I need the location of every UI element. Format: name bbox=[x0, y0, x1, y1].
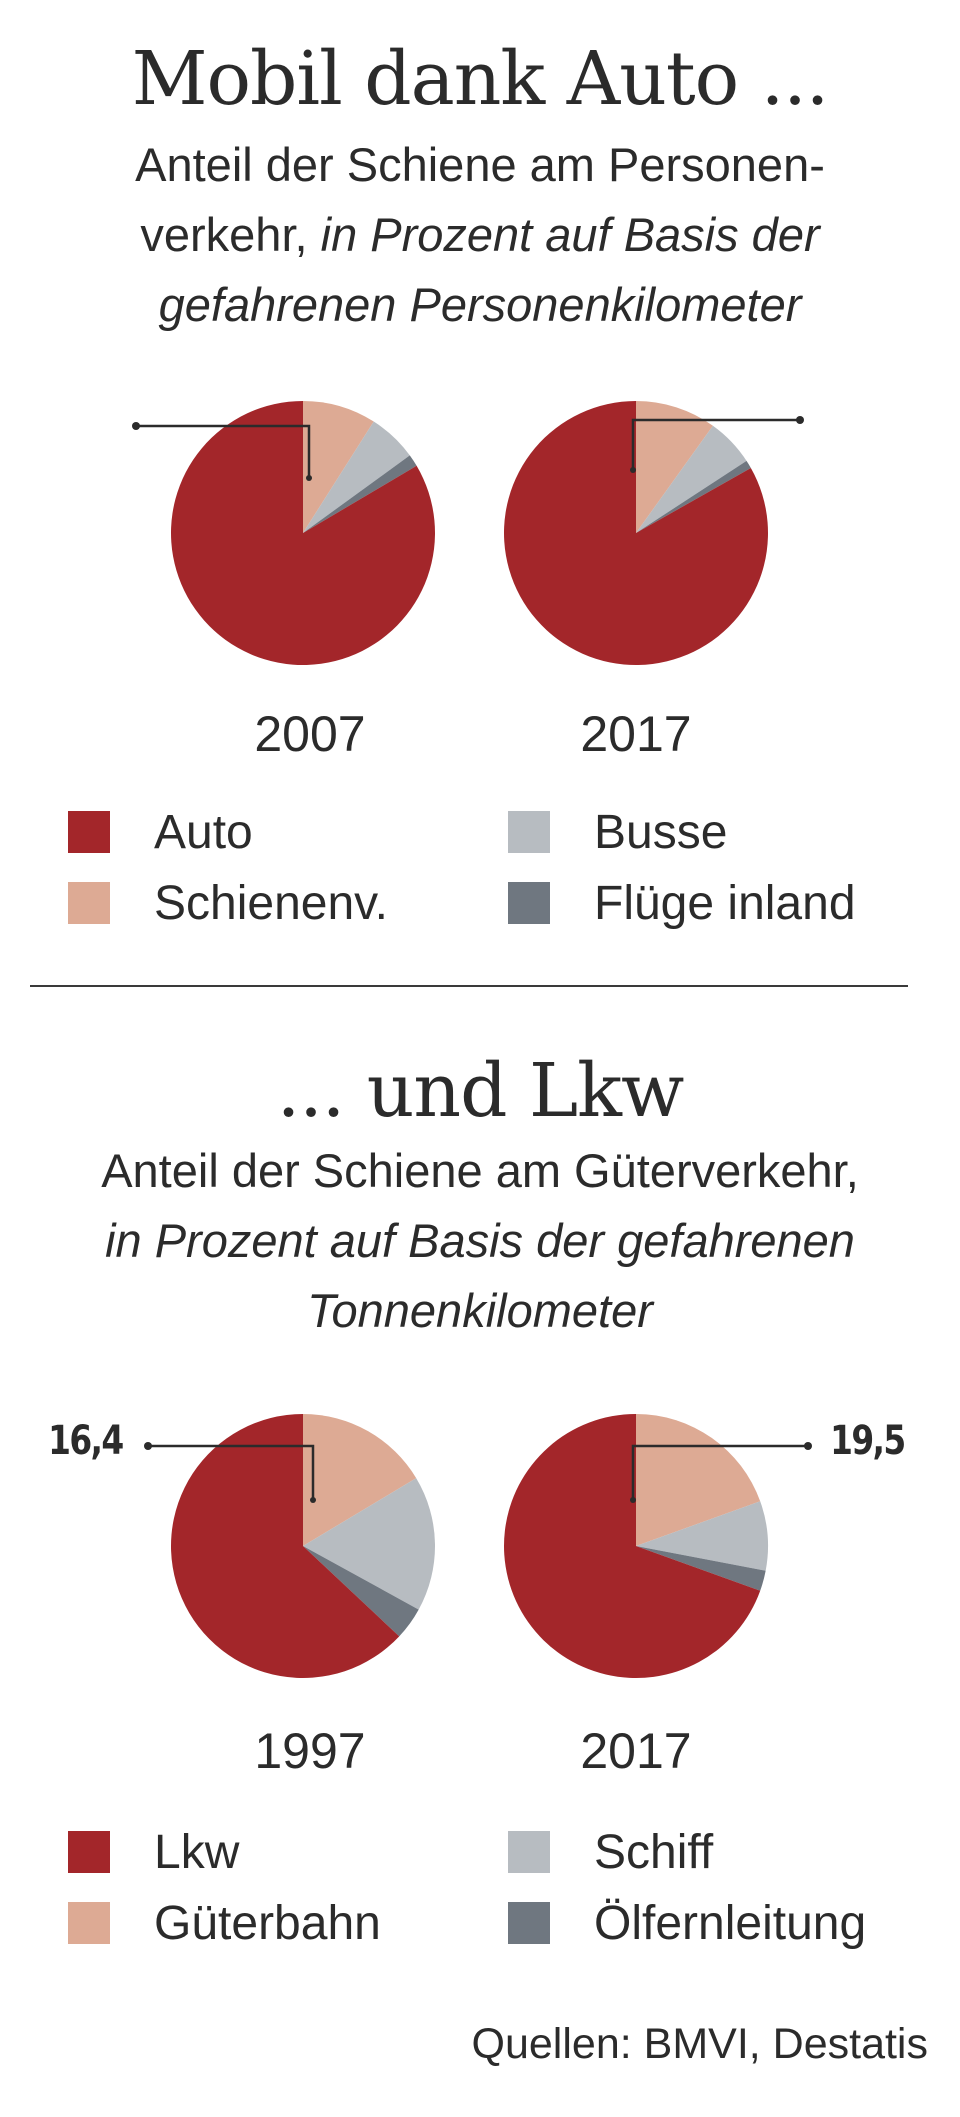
pie-slice-lkw bbox=[170, 1414, 400, 1678]
subtitle-line: Anteil der Schiene am Personen- bbox=[135, 138, 825, 191]
subtitle-line-italic: gefahrenen Personenkilometer bbox=[158, 278, 802, 331]
callout-tip bbox=[630, 467, 636, 473]
pie-slice-busse bbox=[303, 421, 410, 533]
chart-subtitle-freight: Anteil der Schiene am Güterverkehr, in P… bbox=[40, 1136, 920, 1346]
pie-slice-schiff bbox=[636, 1501, 769, 1571]
callout-dot bbox=[144, 1442, 152, 1450]
subtitle-line: verkehr, in Prozent auf Basis der bbox=[40, 200, 920, 270]
legend-swatch bbox=[68, 1902, 110, 1944]
callout-line bbox=[136, 424, 311, 478]
subtitle-line-italic: in Prozent auf Basis der gefahrenen bbox=[105, 1214, 855, 1267]
pie-slice-schienenv- bbox=[303, 401, 374, 533]
legend-item-fluege: Flüge inland bbox=[508, 876, 856, 930]
callout-tip bbox=[306, 475, 312, 481]
callout-line bbox=[148, 1444, 315, 1500]
pie-slice-busse bbox=[636, 425, 747, 533]
callout-tip bbox=[630, 1497, 636, 1503]
legend-swatch bbox=[508, 882, 550, 924]
legend-label: Auto bbox=[154, 805, 253, 859]
legend-label: Schiff bbox=[594, 1825, 714, 1879]
legend-item-oelfernleitung: Ölfernleitung bbox=[508, 1896, 867, 1950]
legend-item-schienenv: Schienenv. bbox=[68, 876, 388, 930]
callout-dot bbox=[804, 1442, 812, 1450]
legend-swatch bbox=[508, 1831, 550, 1873]
subtitle-text: verkehr, bbox=[140, 208, 321, 261]
pie-slice-flüge-inland bbox=[303, 455, 417, 533]
legend-label: Güterbahn bbox=[154, 1896, 381, 1950]
pie-year-label: 1997 bbox=[254, 1723, 366, 1779]
pie-slice-güterbahn bbox=[303, 1414, 417, 1546]
subtitle-text-italic: in Prozent auf Basis der bbox=[320, 208, 820, 261]
legend-swatch bbox=[68, 1831, 110, 1873]
callout-line bbox=[631, 418, 800, 470]
source-note: Quellen: BMVI, Destatis bbox=[471, 2020, 928, 2068]
pie-slice-güterbahn bbox=[636, 1414, 761, 1546]
pie-value-label: 19,5 bbox=[830, 1418, 906, 1464]
legend-label: Ölfernleitung bbox=[594, 1896, 867, 1950]
pie-year-label: 2017 bbox=[580, 1723, 692, 1779]
legend-label: Schienenv. bbox=[154, 876, 388, 930]
callout-dot bbox=[796, 416, 804, 424]
callout-dot bbox=[132, 422, 140, 430]
chart-subtitle-passenger: Anteil der Schiene am Personen- verkehr,… bbox=[40, 130, 920, 340]
legend-swatch bbox=[68, 882, 110, 924]
subtitle-line: Anteil der Schiene am Güterverkehr, bbox=[101, 1144, 859, 1197]
legend-swatch bbox=[508, 1902, 550, 1944]
legend-swatch bbox=[508, 811, 550, 853]
legend-label: Flüge inland bbox=[594, 876, 856, 930]
legend-item-lkw: Lkw bbox=[68, 1825, 240, 1879]
chart-title-freight: ... und Lkw bbox=[276, 1048, 685, 1134]
pie-slice-ölfernleitung bbox=[303, 1546, 419, 1637]
chart-title-passenger: Mobil dank Auto ... bbox=[131, 36, 830, 122]
pie-value-label: 16,4 bbox=[48, 1418, 124, 1464]
legend-label: Busse bbox=[594, 805, 728, 859]
pie-year-label: 2017 bbox=[580, 706, 692, 762]
pie-slice-schiff bbox=[303, 1478, 435, 1610]
pie-slice-auto bbox=[504, 401, 768, 665]
legend-swatch bbox=[68, 811, 110, 853]
pie-slice-lkw bbox=[504, 1414, 761, 1679]
legend-item-busse: Busse bbox=[508, 805, 728, 859]
pie-slice-ölfernleitung bbox=[636, 1546, 766, 1591]
legend-item-auto: Auto bbox=[68, 805, 253, 859]
pie-slice-flüge-inland bbox=[636, 460, 751, 533]
callout-line bbox=[631, 1444, 808, 1500]
callout-tip bbox=[310, 1497, 316, 1503]
section-divider bbox=[30, 985, 908, 987]
pie-year-label: 2007 bbox=[254, 706, 366, 762]
subtitle-line-italic: Tonnenkilometer bbox=[307, 1284, 653, 1337]
pie-slice-auto bbox=[170, 401, 435, 665]
pie-slice-schienenv- bbox=[636, 401, 713, 533]
legend-item-gueterbahn: Güterbahn bbox=[68, 1896, 381, 1950]
legend-label: Lkw bbox=[154, 1825, 240, 1879]
legend-item-schiff: Schiff bbox=[508, 1825, 714, 1879]
